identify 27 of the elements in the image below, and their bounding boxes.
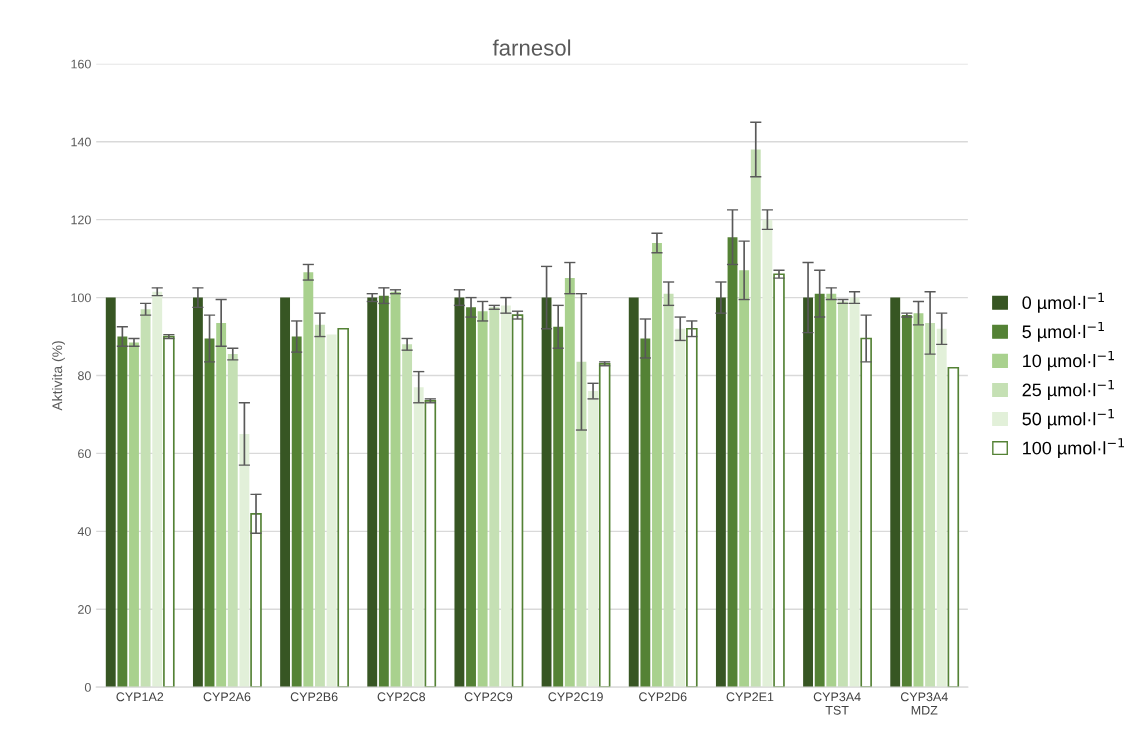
legend-label: 50 µmol·l$^{−1}$ (1022, 409, 1114, 429)
chart-title: farnesol (492, 39, 571, 56)
x-tick-label: CYP2B6 (290, 692, 338, 702)
legend-label: 25 µmol·l$^{−1}$ (1022, 380, 1114, 400)
y-tick-label: 80 (78, 371, 91, 381)
legend-label: 0 µmol·l$^{−1}$ (1022, 292, 1104, 313)
x-tick-label: CYP2C19 (548, 692, 603, 702)
legend-label: 10 µmol·l$^{−1}$ (1023, 350, 1114, 371)
legend-label: 100 µmol·l$^{−1}$ (1023, 438, 1125, 459)
y-axis-title: Aktivita (%) (52, 341, 65, 411)
x-tick-label: CYP2D6 (639, 692, 687, 702)
y-tick-label: 20 (78, 605, 91, 614)
y-tick-label: 0 (84, 682, 91, 692)
y-tick-label: 160 (71, 59, 91, 69)
x-tick-label: CYP2E1 (726, 692, 774, 702)
y-tick-label: 120 (71, 215, 91, 225)
legend-label: 5 µmol·l$^{−1}$ (1022, 321, 1104, 342)
y-tick-label: 60 (78, 449, 91, 459)
y-tick-label: 100 (71, 293, 91, 303)
x-tick-label: CYP2C8 (377, 692, 426, 702)
x-tick-label: CYP1A2 (116, 692, 164, 702)
x-tick-label: CYP3A4 MDZ (900, 692, 948, 715)
x-tick-label: CYP3A4 TST (813, 692, 861, 715)
x-tick-label: CYP2A6 (203, 692, 251, 702)
y-tick-label: 40 (77, 527, 91, 536)
x-tick-label: CYP2C9 (464, 692, 513, 702)
y-tick-label: 140 (71, 137, 91, 147)
